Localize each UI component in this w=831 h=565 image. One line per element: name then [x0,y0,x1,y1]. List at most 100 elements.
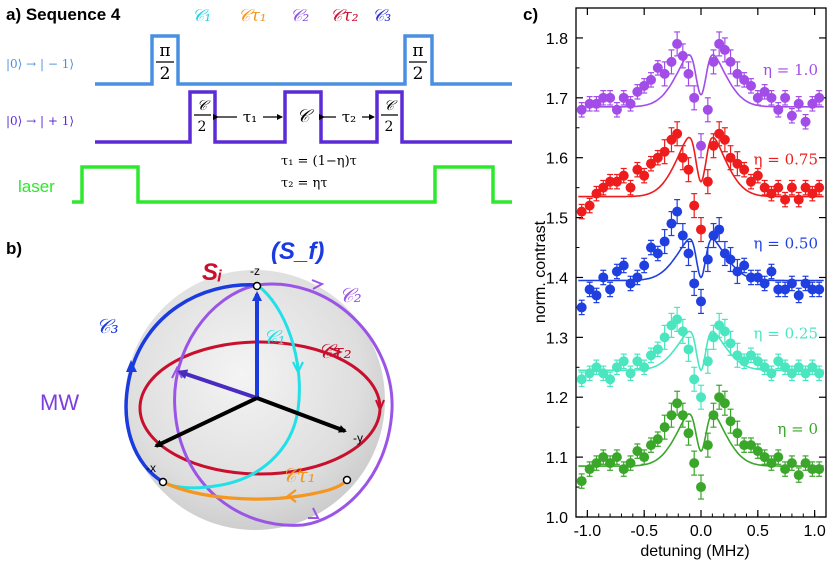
chart-axes: -1.0 -0.5 0.0 0.5 1.0 1.0 1.1 1.2 1.3 1.4 1.5 1.6 1.… [546,7,827,540]
c-half-num-left: 𝒞 [197,98,211,114]
data-point [618,356,629,367]
c3-label: 𝒞₃ [96,314,119,338]
data-point [759,278,770,289]
data-point [793,470,804,481]
data-point [752,272,763,283]
data-point [739,356,750,367]
axis-x [154,396,258,448]
data-point [672,398,683,409]
data-point [605,374,616,385]
data-point [702,356,713,367]
data-point [708,56,719,67]
data-point [632,164,643,175]
data-point [683,428,694,439]
data-point [598,452,609,463]
data-point [714,224,725,235]
header-c2: 𝒞₂ [290,6,309,26]
y-tick-label: 1.7 [546,91,568,108]
data-point [591,290,602,301]
pulse-pi-right: π 2 [409,41,427,84]
y-axis-title: norm. contrast [532,220,549,323]
data-point [708,332,719,343]
data-point [696,140,706,151]
data-point [584,200,595,211]
data-point [752,92,763,103]
panel-c-label: c) [523,5,538,24]
panel-a: a) Sequence 4 𝒞₁ 𝒞τ₁ 𝒞₂ 𝒞τ₂ 𝒞₃ |0⟩ → | −… [6,5,512,204]
data-point [719,398,730,409]
axis-y-label: -y [353,431,363,445]
y-tick-label: 1.0 [546,510,568,527]
data-point [576,206,587,217]
data-point [659,422,670,433]
data-point [773,104,784,115]
axis-x-label: -x [146,461,156,475]
c-half-den-left: 2 [198,119,207,135]
data-point [766,458,777,469]
data-point [605,458,616,469]
header-c1: 𝒞₁ [192,6,211,26]
data-point [689,200,700,211]
data-point [591,458,602,469]
data-point [739,260,750,271]
fit-curve [578,238,824,282]
data-point [611,176,622,187]
ctau1-label: 𝒞τ₁ [282,463,316,487]
panel-a-label: a) Sequence 4 [6,5,121,24]
data-point [605,284,616,295]
channel-plus1-label: |0⟩ → | + 1⟩ [6,114,74,128]
data-point [739,164,750,175]
data-point [766,92,777,103]
point-left [158,477,168,487]
data-point [632,86,643,97]
data-point [786,110,797,121]
x-tick-label: 1.0 [804,523,826,540]
data-point [759,182,770,193]
data-point [632,272,643,283]
data-point [786,278,797,289]
data-point [800,278,811,289]
data-point [732,266,743,277]
plot-frame [575,7,827,518]
data-point [677,326,688,337]
series-4 [576,384,825,500]
ctau1-arrowhead [286,489,297,503]
data-point [591,362,602,373]
pulse-line-plus1 [95,90,512,144]
sf-label: (S_f) [271,238,324,265]
data-point [780,362,791,373]
data-point [719,134,730,145]
data-point [719,326,730,337]
data-point [611,362,622,373]
data-point [611,452,622,463]
data-point [625,182,636,193]
data-point [746,440,756,451]
pulse-c-half-left: 𝒞 2 [194,98,211,135]
data-point [639,362,650,373]
data-point [689,278,700,289]
pi-num-right: π [412,41,423,61]
data-point [576,302,587,313]
data-point [618,464,629,475]
data-point [618,170,629,181]
data-point [759,86,770,97]
data-point [780,464,791,475]
data-point [793,290,804,301]
data-point [677,410,688,421]
data-point [766,188,777,199]
data-point [618,92,629,103]
data-point [732,428,743,439]
axis-y [256,396,347,433]
c1-label: 𝒞₁ [263,325,286,349]
eq-tau1: τ₁ = (1−η)τ [281,154,357,169]
data-point [598,272,609,283]
chart-legend: η = 1.0 η = 0.75 η = 0.50 η = 0.25 η = 0 [754,61,819,438]
point-right [342,475,352,485]
data-point [659,146,670,157]
data-point [759,452,770,463]
data-point [773,356,784,367]
series-3 [576,306,825,410]
data-point [576,104,587,115]
data-point [625,368,636,379]
data-point [646,158,656,169]
